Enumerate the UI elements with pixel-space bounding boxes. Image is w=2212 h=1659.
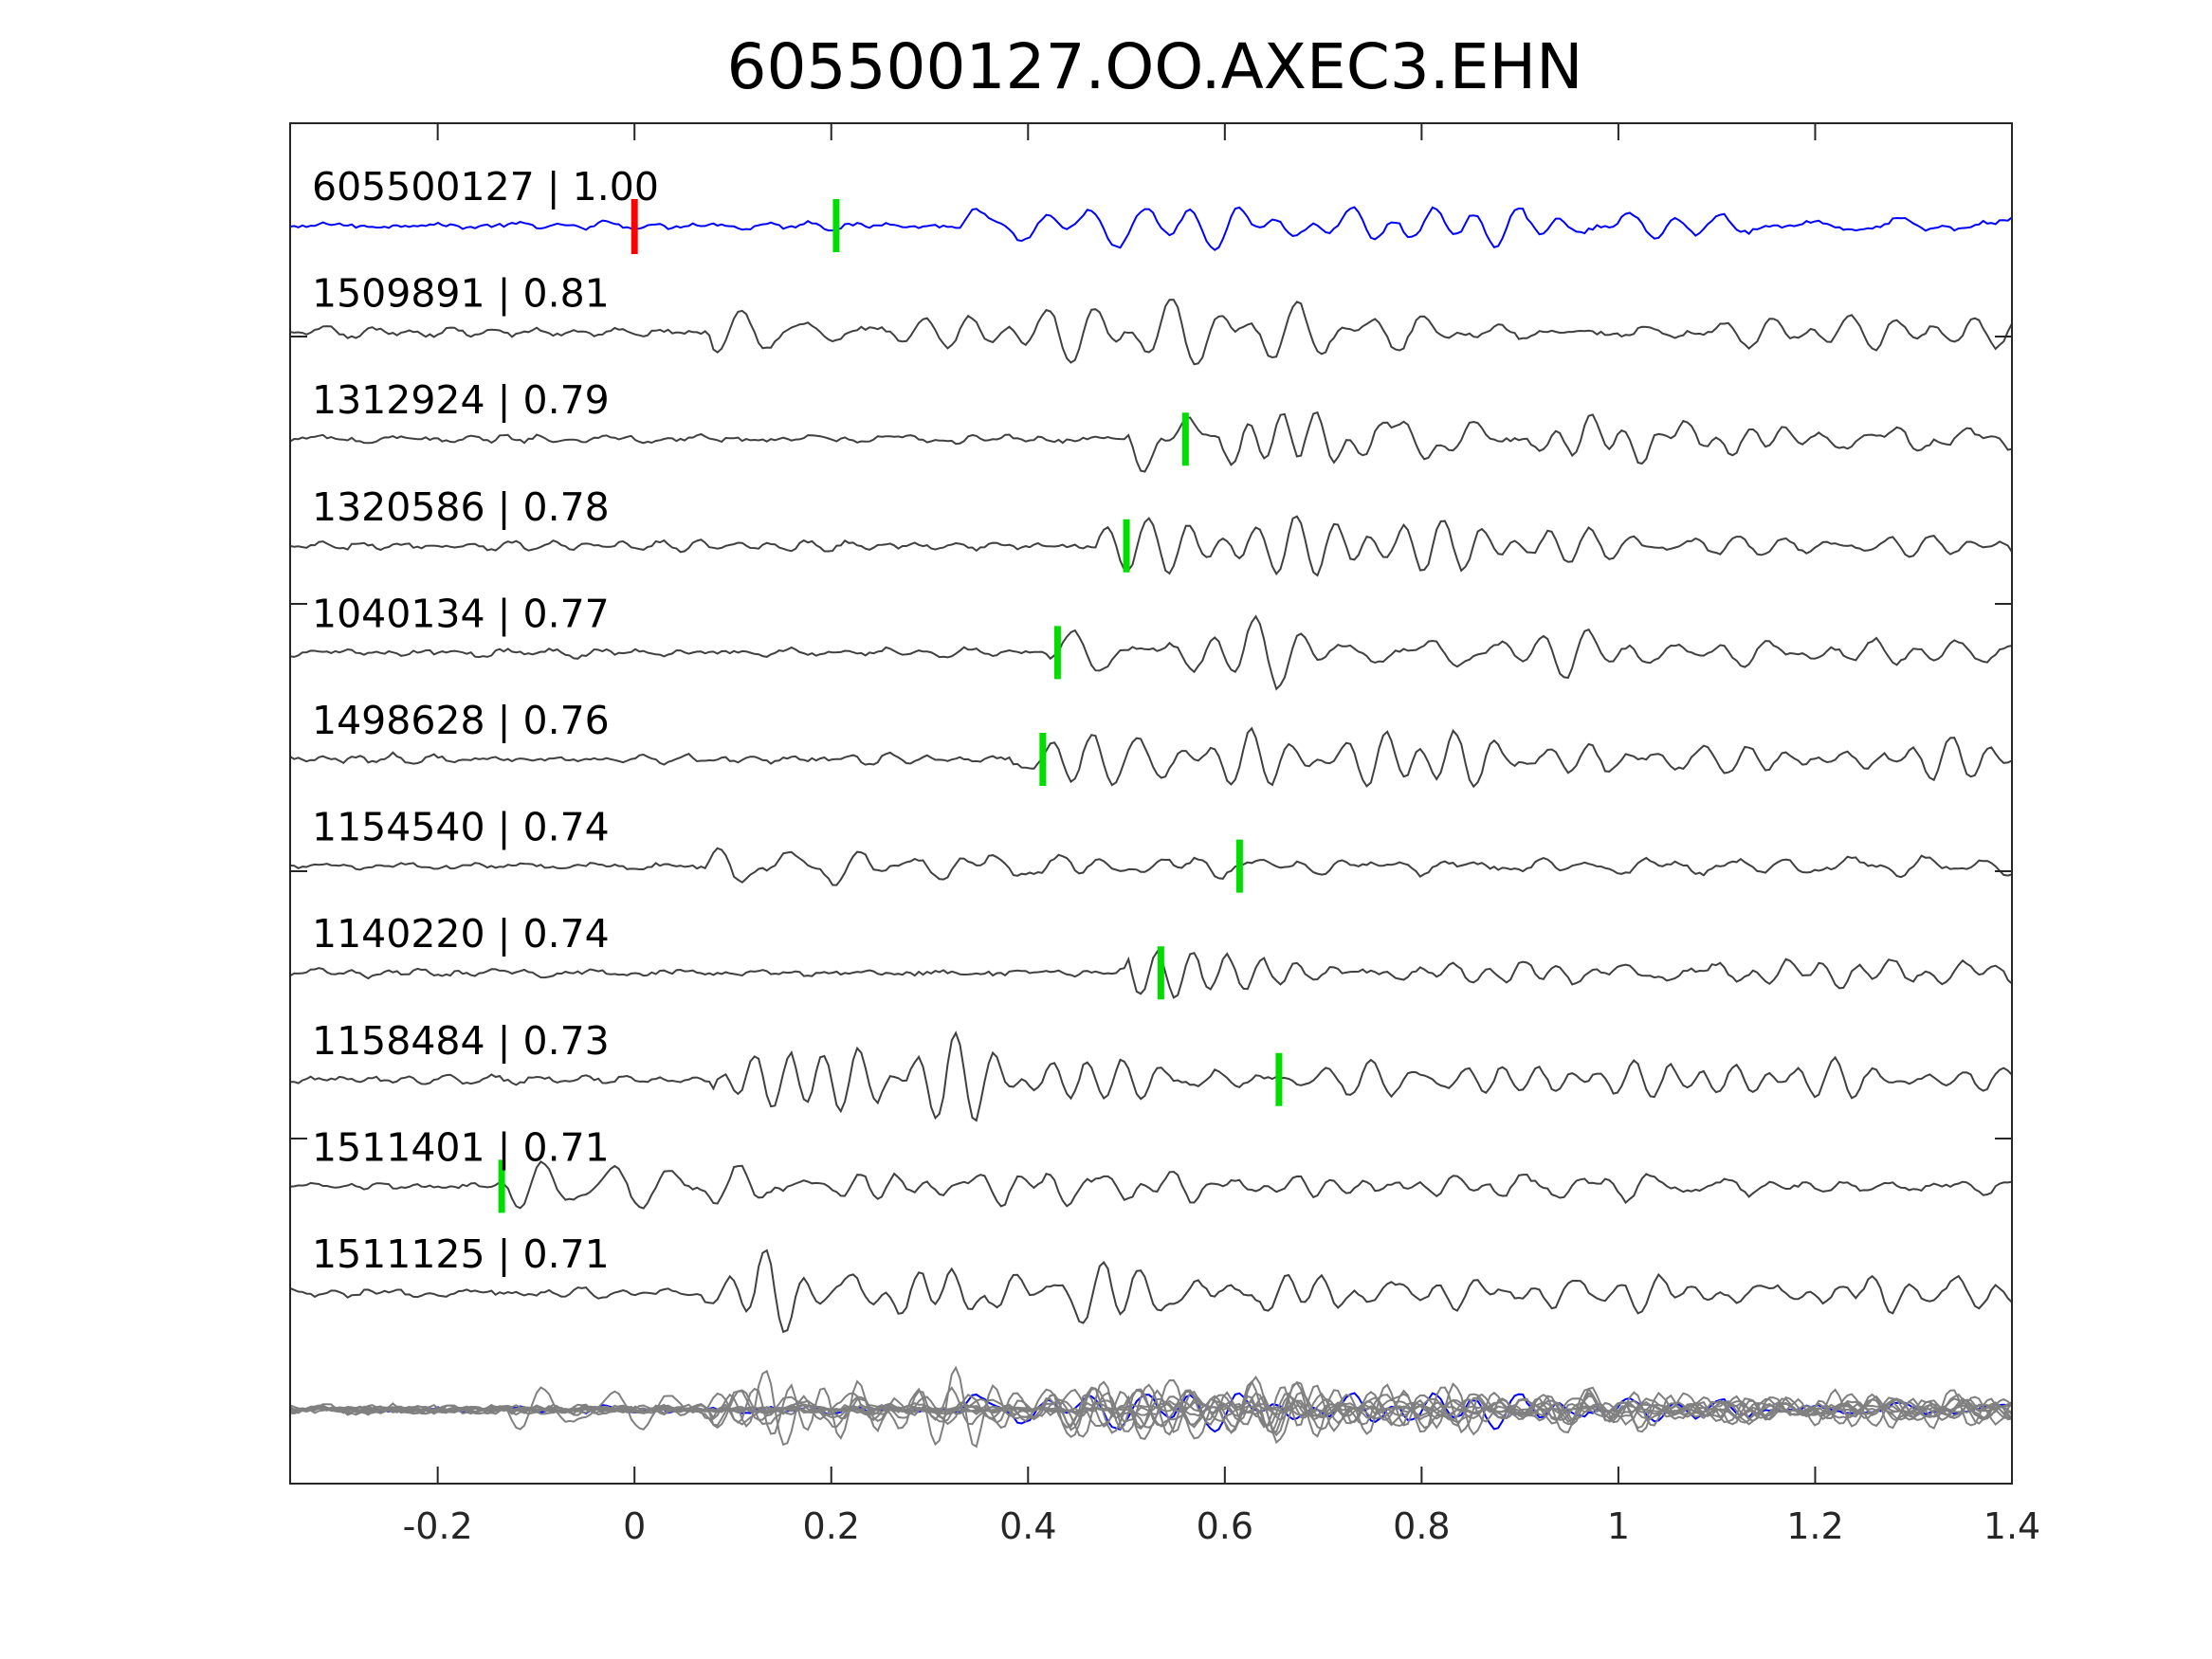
trace-line-0 (289, 206, 2013, 251)
trace-line-9 (289, 1160, 2013, 1210)
trace-label-2: 1312924 | 0.79 (312, 377, 610, 423)
trace-line-7 (289, 949, 2013, 999)
x-tick-label-1: 0 (623, 1505, 646, 1547)
trace-label-8: 1158484 | 0.73 (312, 1018, 610, 1064)
trace-line-6 (289, 847, 2013, 886)
trace-line-5 (289, 726, 2013, 789)
plot-area: 605500127 | 1.00 1509891 | 0.81 1312924 | … (289, 164, 2013, 1449)
trace-label-3: 1320586 | 0.78 (312, 484, 610, 530)
trace-line-1 (289, 299, 2013, 366)
x-tick-label-7: 1.2 (1786, 1505, 1843, 1547)
x-tick-label-8: 1.4 (1983, 1505, 2040, 1547)
trace-labels: 605500127 | 1.00 1509891 | 0.81 1312924 | … (312, 164, 659, 1277)
trace-label-10: 1511125 | 0.71 (312, 1231, 610, 1277)
x-tick-label-5: 0.8 (1393, 1505, 1450, 1547)
trace-label-4: 1040134 | 0.77 (312, 591, 610, 636)
trace-label-7: 1140220 | 0.74 (312, 911, 610, 957)
stack-line-10 (289, 1369, 2013, 1447)
axes-frame (289, 122, 2013, 1485)
chart-title: 605500127.OO.AXEC3.EHN (727, 30, 1583, 103)
pick-markers (498, 199, 1283, 1213)
x-tick-label-2: 0.2 (803, 1505, 860, 1547)
x-tick-label-0: -0.2 (403, 1505, 473, 1547)
x-tick-label-4: 0.6 (1197, 1505, 1253, 1547)
x-tick-label-6: 1 (1607, 1505, 1630, 1547)
trace-line-8 (290, 1030, 2013, 1122)
axes (289, 122, 2013, 1485)
trace-line-2 (289, 410, 2013, 473)
x-tick-label-3: 0.4 (999, 1505, 1056, 1547)
waveform-traces (289, 206, 2013, 1334)
trace-line-10 (289, 1249, 2013, 1334)
x-axis-ticks: -0.2 0 0.2 0.4 0.6 0.8 1 1.2 1.4 (290, 123, 2040, 1547)
stack-line-7 (289, 1389, 2013, 1433)
trace-label-1: 1509891 | 0.81 (312, 271, 610, 317)
trace-label-9: 1511401 | 0.71 (312, 1124, 610, 1170)
trace-line-4 (289, 614, 2013, 691)
trace-label-6: 1154540 | 0.74 (312, 805, 610, 850)
trace-label-0: 605500127 | 1.00 (312, 164, 659, 210)
trace-line-3 (289, 515, 2013, 577)
stacked-overlay (289, 1365, 2013, 1449)
trace-label-5: 1498628 | 0.76 (312, 698, 610, 743)
